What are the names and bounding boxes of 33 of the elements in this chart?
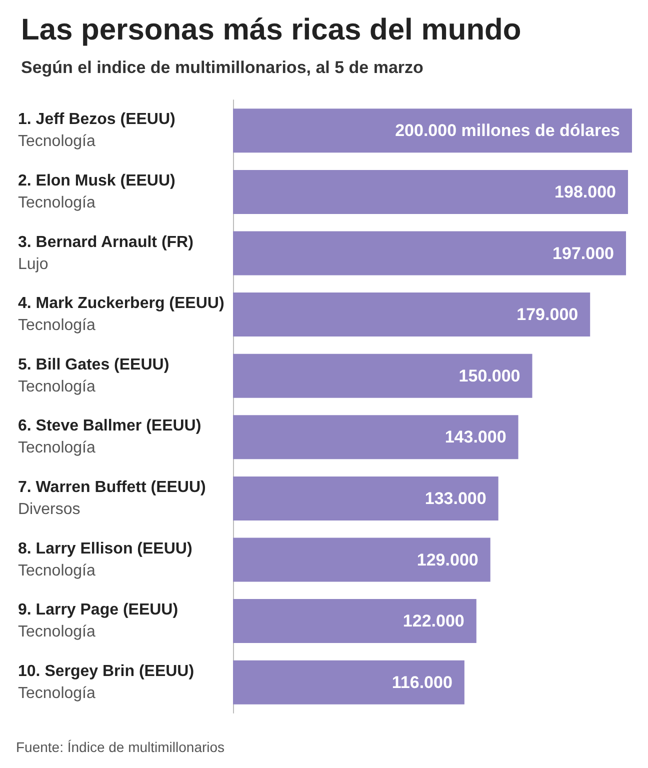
data-label: 129.000 xyxy=(416,550,478,570)
y-tick-label: 6. Steve Ballmer (EEUU) Tecnología xyxy=(18,418,202,457)
bar xyxy=(233,476,498,520)
data-label: 200.000 millones de dólares xyxy=(395,121,620,140)
y-tick-label: 4. Mark Zuckerberg (EEUU) Tecnología xyxy=(18,295,224,334)
data-label: 143.000 xyxy=(444,428,506,447)
bar xyxy=(233,599,476,644)
bar xyxy=(233,538,490,582)
chart-title: Las personas más ricas del mundo xyxy=(21,14,522,46)
y-tick-label: 7. Warren Buffett (EEUU) Diversos xyxy=(18,478,206,518)
y-tick-label: 1. Jeff Bezos (EEUU) Tecnología xyxy=(18,111,176,150)
data-label: 150.000 xyxy=(458,366,520,386)
y-tick-label: 9. Larry Page (EEUU) Tecnología xyxy=(18,602,178,641)
y-tick-label: 2. Elon Musk (EEUU) Tecnología xyxy=(18,172,176,212)
data-label: 179.000 xyxy=(516,305,578,324)
data-label: 197.000 xyxy=(552,244,614,263)
bar xyxy=(233,231,626,276)
bar xyxy=(233,354,532,398)
data-label: 198.000 xyxy=(554,182,616,202)
data-label: 133.000 xyxy=(424,488,486,508)
bar xyxy=(233,415,518,460)
bar xyxy=(233,108,632,153)
y-tick-label: 5. Bill Gates (EEUU) Tecnología xyxy=(18,356,170,396)
data-label: 122.000 xyxy=(402,612,464,631)
source-note: Fuente: Índice de multimillonarios xyxy=(16,739,225,755)
y-tick-label: 8. Larry Ellison (EEUU) Tecnología xyxy=(18,540,192,580)
y-tick-label: 10. Sergey Brin (EEUU) Tecnología xyxy=(18,662,194,702)
chart-subtitle: Según el indice de multimillonarios, al 5 de marzo xyxy=(21,58,424,77)
bar xyxy=(233,292,590,337)
y-tick-label: 3. Bernard Arnault (FR) Lujo xyxy=(18,234,194,273)
data-label: 116.000 xyxy=(392,672,452,692)
bar xyxy=(233,660,464,704)
bar xyxy=(233,170,628,214)
